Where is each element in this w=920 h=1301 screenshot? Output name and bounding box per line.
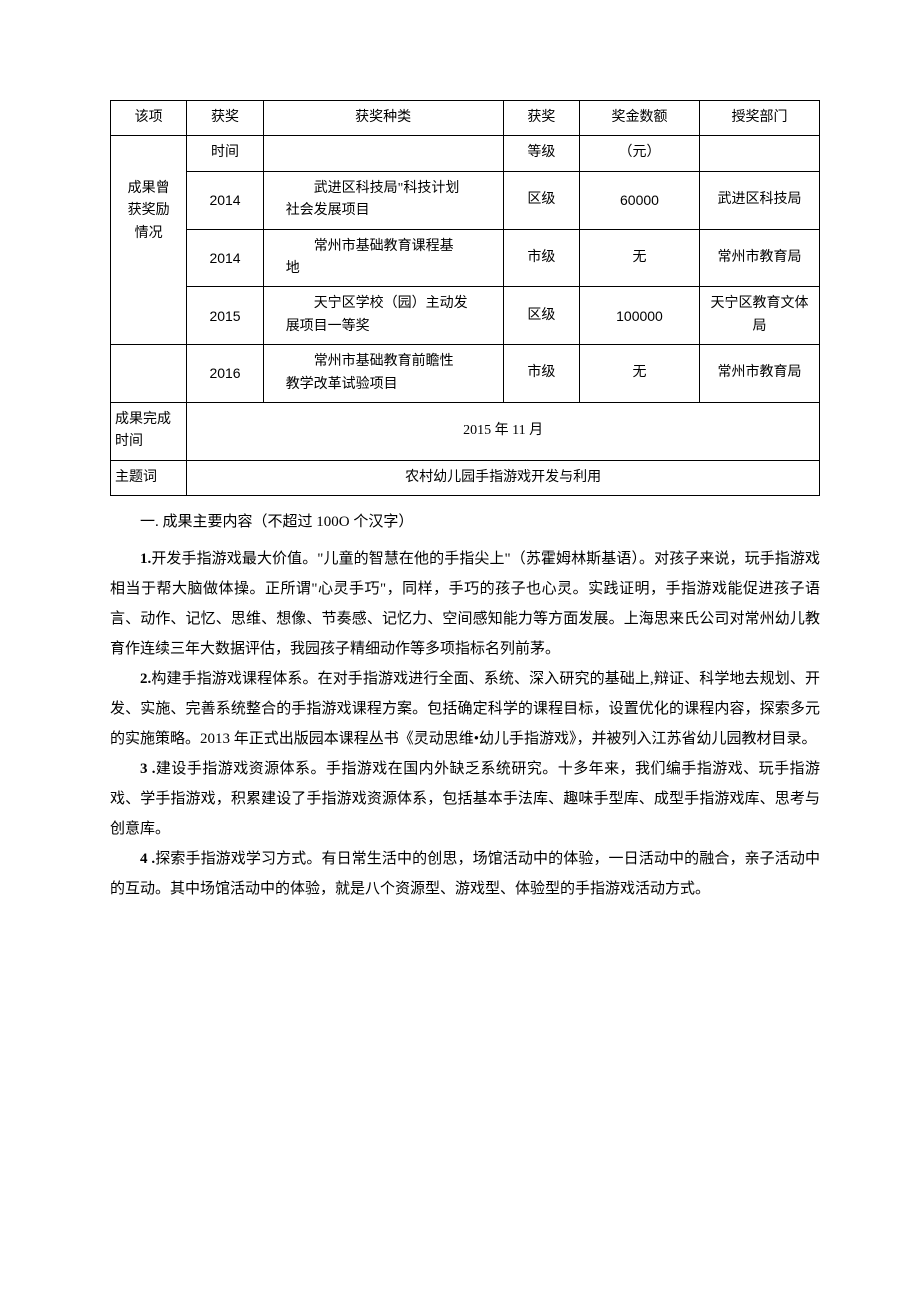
keyword-label: 主题词: [111, 460, 187, 495]
header-type-blank: [263, 136, 503, 171]
cell-type-l2: 展项目一等奖: [286, 319, 370, 334]
p4-text: 探索手指游戏学习方式。有日常生活中的创思，场馆活动中的体验，一日活动中的融合，亲…: [110, 851, 820, 897]
header-amount2: （元）: [580, 136, 700, 171]
cell-dept: 天宁区教育文体局: [699, 287, 819, 345]
paragraph-3: 3 .建设手指游戏资源体系。手指游戏在国内外缺乏系统研究。十多年来，我们编手指游…: [110, 754, 820, 844]
cell-type-l2: 教学改革试验项目: [286, 377, 398, 392]
header-level2: 等级: [503, 136, 579, 171]
row-label-2a: 成果曾: [115, 178, 182, 200]
p2-num: 2.: [140, 671, 151, 687]
cell-time: 2015: [187, 287, 263, 345]
cell-level: 市级: [503, 345, 579, 403]
section-title-text: 一. 成果主要内容（不超过 100O 个汉字）: [140, 514, 413, 530]
cell-time: 2014: [187, 229, 263, 287]
header-level: 获奖: [503, 101, 579, 136]
cell-dept: 常州市教育局: [699, 229, 819, 287]
cell-level: 区级: [503, 171, 579, 229]
p4-num: 4 .: [140, 851, 155, 867]
table-row: 2014 常州市基础教育课程基 地 市级 无 常州市教育局: [111, 229, 820, 287]
cell-type: 常州市基础教育课程基 地: [263, 229, 503, 287]
header-amount: 奖金数额: [580, 101, 700, 136]
p2-text: 构建手指游戏课程体系。在对手指游戏进行全面、系统、深入研究的基础上,辩证、科学地…: [110, 671, 820, 747]
cell-type-l1: 常州市基础教育前瞻性: [286, 354, 454, 369]
cell-type-l2: 社会发展项目: [286, 203, 370, 218]
p3-num: 3 .: [140, 761, 155, 777]
cell-type-l2: 地: [286, 261, 300, 276]
p3-text: 建设手指游戏资源体系。手指游戏在国内外缺乏系统研究。十多年来，我们编手指游戏、玩…: [110, 761, 820, 837]
cell-level: 区级: [503, 287, 579, 345]
row-label-empty2: [111, 345, 187, 403]
cell-amount: 无: [580, 229, 700, 287]
cell-dept: 常州市教育局: [699, 345, 819, 403]
header-type: 获奖种类: [263, 101, 503, 136]
paragraph-1: 1.开发手指游戏最大价值。"儿童的智慧在他的手指尖上"（苏霍姆林斯基语）。对孩子…: [110, 544, 820, 664]
cell-dept: 武进区科技局: [699, 171, 819, 229]
cell-time: 2016: [187, 345, 263, 403]
cell-amount: 100000: [580, 287, 700, 345]
row-label-2b: 获奖励: [115, 200, 182, 222]
table-row: 2016 常州市基础教育前瞻性 教学改革试验项目 市级 无 常州市教育局: [111, 345, 820, 403]
cell-type: 武进区科技局"科技计划 社会发展项目: [263, 171, 503, 229]
cell-amount: 60000: [580, 171, 700, 229]
row-label-1: 该项: [111, 101, 187, 136]
awards-table: 该项 获奖 获奖种类 获奖 奖金数额 授奖部门 成果曾 获奖励 情况 时间 等级…: [110, 100, 820, 496]
paragraph-4: 4 .探索手指游戏学习方式。有日常生活中的创思，场馆活动中的体验，一日活动中的融…: [110, 844, 820, 904]
row-label-empty: [111, 287, 187, 345]
p1-num: 1.: [140, 551, 151, 567]
table-row: 2015 天宁区学校（园）主动发 展项目一等奖 区级 100000 天宁区教育文…: [111, 287, 820, 345]
header-dept: 授奖部门: [699, 101, 819, 136]
completion-value: 2015 年 11 月: [187, 402, 820, 460]
cell-type-l1: 天宁区学校（园）主动发: [286, 296, 468, 311]
cell-amount: 无: [580, 345, 700, 403]
p1-text: 开发手指游戏最大价值。"儿童的智慧在他的手指尖上"（苏霍姆林斯基语）。对孩子来说…: [110, 551, 820, 657]
completion-label: 成果完成时间: [111, 402, 187, 460]
cell-type: 常州市基础教育前瞻性 教学改革试验项目: [263, 345, 503, 403]
header-dept-blank: [699, 136, 819, 171]
header-time: 获奖: [187, 101, 263, 136]
section-title: 一. 成果主要内容（不超过 100O 个汉字）: [110, 510, 820, 534]
cell-type-l1: 武进区科技局"科技计划: [286, 181, 460, 196]
cell-type: 天宁区学校（园）主动发 展项目一等奖: [263, 287, 503, 345]
row-label-2c: 情况: [115, 223, 182, 245]
row-label-2: 成果曾 获奖励 情况: [111, 136, 187, 287]
cell-level: 市级: [503, 229, 579, 287]
paragraph-2: 2.构建手指游戏课程体系。在对手指游戏进行全面、系统、深入研究的基础上,辩证、科…: [110, 664, 820, 754]
table-row: 2014 武进区科技局"科技计划 社会发展项目 区级 60000 武进区科技局: [111, 171, 820, 229]
cell-type-l1: 常州市基础教育课程基: [286, 239, 454, 254]
cell-time: 2014: [187, 171, 263, 229]
header-time2: 时间: [187, 136, 263, 171]
keyword-value: 农村幼儿园手指游戏开发与利用: [187, 460, 820, 495]
